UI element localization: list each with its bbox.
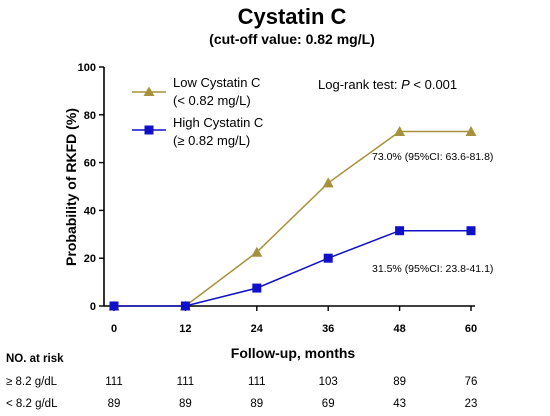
y-tick-label: 80 [84, 110, 96, 122]
risk-value: 89 [179, 398, 192, 410]
data-point-low [251, 246, 263, 257]
x-tick-label: 48 [393, 323, 405, 335]
legend-high-line2: (≥ 0.82 mg/L) [173, 133, 250, 148]
high-end-annotation: 31.5% (95%CI: 23.8-41.1) [372, 263, 493, 275]
risk-table: NO. at risk ≥ 8.2 g/dL < 8.2 g/dL 111 111… [6, 353, 477, 410]
x-tick-label: 24 [251, 323, 264, 335]
risk-row-label-high: ≥ 8.2 g/dL [6, 376, 58, 388]
risk-value: 111 [105, 376, 122, 388]
y-ticks: 0 20 40 60 80 100 [78, 62, 104, 313]
legend-marker-low [143, 86, 155, 96]
y-tick-label: 0 [90, 301, 96, 313]
data-point-low [465, 126, 477, 137]
chart-subtitle: (cut-off value: 0.82 mg/L) [209, 31, 375, 47]
x-ticks: 0 12 24 36 48 60 [111, 306, 477, 335]
risk-value: 111 [177, 376, 194, 388]
risk-table-title: NO. at risk [6, 353, 64, 365]
legend-low-line2: (< 0.82 mg/L) [173, 93, 251, 108]
data-point-low [394, 126, 406, 137]
risk-value: 89 [108, 398, 121, 410]
legend-low-line1: Low Cystatin C [173, 75, 260, 90]
legend: Low Cystatin C (< 0.82 mg/L) High Cystat… [132, 75, 263, 148]
legend-marker-high [144, 125, 154, 135]
data-point-high [323, 253, 333, 263]
risk-value: 89 [393, 376, 406, 388]
y-tick-label: 20 [84, 253, 96, 265]
data-point-low [322, 177, 334, 188]
data-point-high [109, 301, 119, 311]
data-point-high [395, 226, 405, 236]
y-tick-label: 40 [84, 205, 96, 217]
chart-title: Cystatin C [238, 4, 347, 29]
data-point-high [180, 301, 190, 311]
x-tick-label: 36 [322, 323, 334, 335]
x-tick-label: 12 [179, 323, 191, 335]
legend-high-line1: High Cystatin C [173, 115, 263, 130]
logrank-annotation: Log-rank test: P < 0.001 [318, 77, 457, 92]
risk-value: 23 [465, 398, 478, 410]
risk-value: 76 [465, 376, 478, 388]
data-point-high [252, 283, 262, 293]
risk-value: 89 [250, 398, 263, 410]
x-tick-label: 0 [111, 323, 117, 335]
risk-value: 111 [248, 376, 265, 388]
data-point-high [466, 226, 476, 236]
series-group [108, 126, 477, 311]
risk-row-label-low: < 8.2 g/dL [6, 398, 58, 410]
low-end-annotation: 73.0% (95%CI: 63.6-81.8) [372, 151, 493, 163]
y-axis-label: Probability of RKFD (%) [63, 108, 79, 266]
risk-value: 103 [319, 376, 338, 388]
x-tick-label: 60 [465, 323, 477, 335]
risk-value: 43 [393, 398, 406, 410]
x-axis-label: Follow-up, months [231, 345, 356, 361]
series-line-high [114, 229, 471, 307]
risk-value: 69 [322, 398, 335, 410]
y-tick-label: 60 [84, 158, 96, 170]
y-tick-label: 100 [78, 62, 96, 74]
